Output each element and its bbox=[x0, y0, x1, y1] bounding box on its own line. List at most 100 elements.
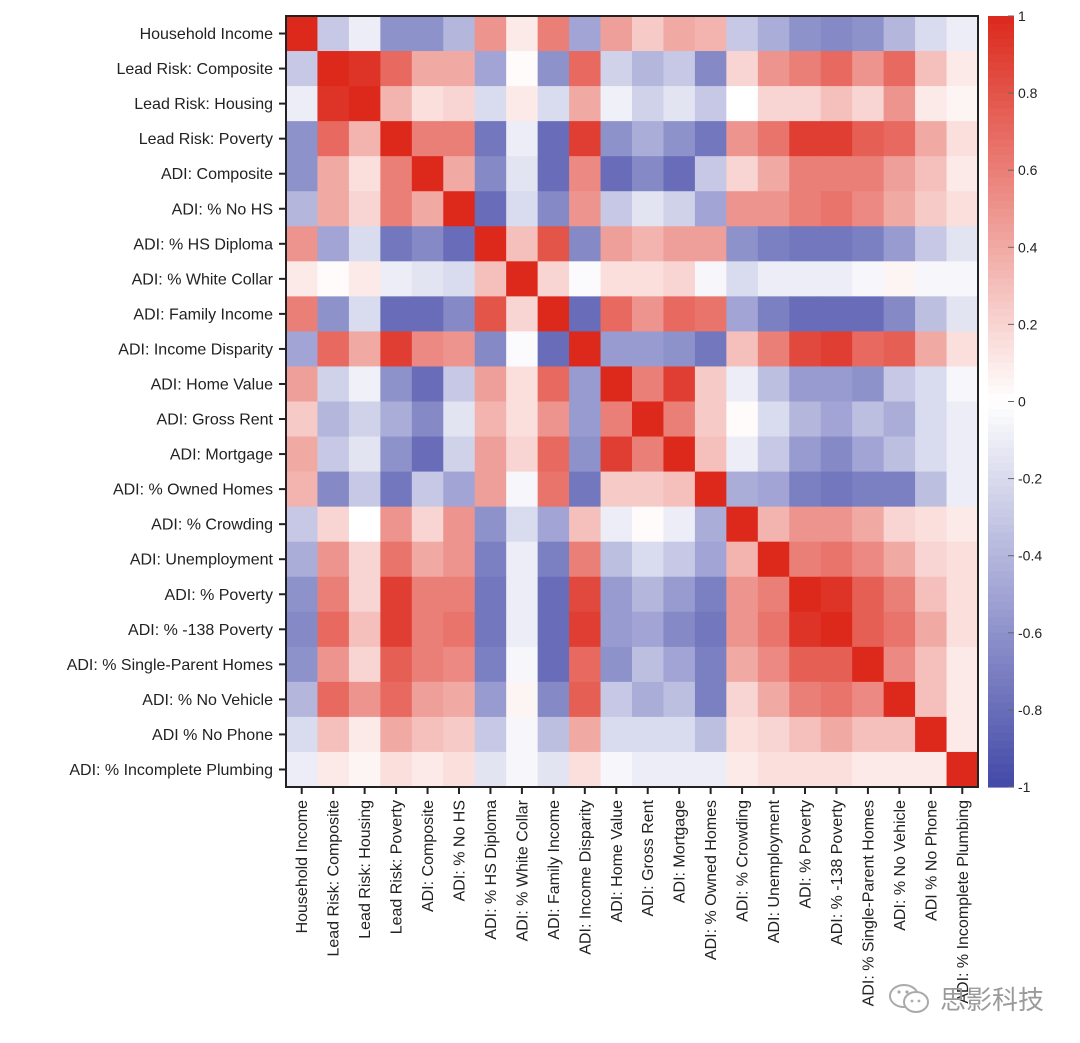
heatmap-cell bbox=[317, 471, 350, 508]
heatmap-cell bbox=[663, 611, 696, 648]
heatmap-cell bbox=[789, 51, 822, 87]
heatmap-cell bbox=[946, 611, 979, 648]
heatmap-cell bbox=[380, 191, 413, 227]
colorbar-segment bbox=[988, 594, 1014, 603]
heatmap-cell bbox=[852, 541, 885, 578]
colorbar-segment bbox=[988, 763, 1014, 773]
heatmap-cell bbox=[348, 541, 381, 578]
heatmap-cell bbox=[726, 366, 759, 403]
colorbar-segment bbox=[988, 393, 1014, 403]
colorbar-segment bbox=[988, 77, 1014, 86]
heatmap-cell bbox=[883, 576, 916, 613]
colorbar-segment bbox=[988, 416, 1014, 426]
heatmap-cell bbox=[537, 506, 570, 543]
heatmap-cell bbox=[694, 366, 727, 403]
heatmap-cell bbox=[348, 296, 381, 333]
heatmap-cell bbox=[348, 471, 381, 508]
heatmap-cell bbox=[757, 226, 790, 262]
heatmap-cell bbox=[537, 191, 570, 227]
colorbar-segment bbox=[988, 709, 1014, 719]
heatmap-cell bbox=[506, 121, 539, 157]
heatmap-cell bbox=[757, 436, 790, 473]
heatmap-cell bbox=[663, 366, 696, 403]
heatmap-cell bbox=[946, 331, 979, 368]
heatmap-cells bbox=[286, 16, 979, 788]
heatmap-cell bbox=[474, 226, 507, 262]
heatmap-cell bbox=[286, 576, 319, 613]
heatmap-cell bbox=[789, 576, 822, 613]
heatmap-cell bbox=[348, 121, 381, 157]
heatmap-cell bbox=[286, 226, 319, 262]
heatmap-cell bbox=[600, 751, 633, 788]
heatmap-cell bbox=[506, 611, 539, 648]
heatmap-cell bbox=[348, 226, 381, 262]
heatmap-cell bbox=[757, 366, 790, 403]
heatmap-cell bbox=[474, 156, 507, 192]
colorbar-segment bbox=[988, 154, 1014, 164]
heatmap-cell bbox=[380, 646, 413, 683]
colorbar-segment bbox=[988, 185, 1014, 194]
heatmap-cell bbox=[600, 191, 633, 227]
heatmap-cell bbox=[569, 16, 602, 52]
heatmap-cell bbox=[317, 751, 350, 788]
colorbar-segment bbox=[988, 62, 1014, 71]
heatmap-cell bbox=[852, 51, 885, 87]
heatmap-cell bbox=[694, 611, 727, 648]
heatmap-cell bbox=[757, 86, 790, 122]
heatmap-cell bbox=[946, 261, 979, 297]
heatmap-cell bbox=[380, 331, 413, 368]
heatmap-cell bbox=[286, 436, 319, 473]
wechat-icon bbox=[888, 983, 932, 1015]
heatmap-cell bbox=[348, 366, 381, 403]
heatmap-cell bbox=[569, 716, 602, 753]
heatmap-cell bbox=[726, 226, 759, 262]
heatmap-cell bbox=[380, 121, 413, 157]
heatmap-cell bbox=[286, 16, 319, 52]
heatmap-cell bbox=[915, 121, 948, 157]
y-tick-label: ADI: % Owned Homes bbox=[113, 482, 273, 499]
heatmap-cell bbox=[600, 611, 633, 648]
heatmap-cell bbox=[883, 366, 916, 403]
heatmap-cell bbox=[537, 716, 570, 753]
heatmap-cell bbox=[820, 226, 853, 262]
colorbar-segment bbox=[988, 517, 1014, 526]
heatmap-cell bbox=[411, 366, 444, 403]
colorbar-segment bbox=[988, 455, 1014, 464]
heatmap-cell bbox=[506, 751, 539, 788]
heatmap-cell bbox=[506, 436, 539, 473]
heatmap-cell bbox=[506, 86, 539, 122]
heatmap-cell bbox=[474, 471, 507, 508]
heatmap-cell bbox=[348, 611, 381, 648]
heatmap-cell bbox=[317, 366, 350, 403]
heatmap-cell bbox=[726, 156, 759, 192]
heatmap-cell bbox=[537, 401, 570, 438]
heatmap-cell bbox=[915, 471, 948, 508]
heatmap-cell bbox=[852, 681, 885, 718]
heatmap-cell bbox=[852, 436, 885, 473]
heatmap-cell bbox=[348, 576, 381, 613]
heatmap-cell bbox=[694, 331, 727, 368]
colorbar-segment bbox=[988, 740, 1014, 750]
heatmap-cell bbox=[694, 296, 727, 333]
heatmap-cell bbox=[820, 541, 853, 578]
heatmap-cell bbox=[506, 226, 539, 262]
heatmap-cell bbox=[506, 681, 539, 718]
x-tick-label: ADI: Composite bbox=[420, 800, 437, 912]
heatmap-cell bbox=[537, 156, 570, 192]
heatmap-cell bbox=[474, 331, 507, 368]
heatmap-cell bbox=[789, 261, 822, 297]
heatmap-cell bbox=[663, 261, 696, 297]
heatmap-cell bbox=[946, 226, 979, 262]
heatmap-cell bbox=[411, 506, 444, 543]
heatmap-cell bbox=[852, 121, 885, 157]
heatmap-cell bbox=[600, 471, 633, 508]
heatmap-cell bbox=[348, 436, 381, 473]
heatmap-cell bbox=[317, 261, 350, 297]
heatmap-cell bbox=[726, 86, 759, 122]
heatmap-cell bbox=[663, 436, 696, 473]
heatmap-cell bbox=[632, 121, 665, 157]
heatmap-cell bbox=[852, 576, 885, 613]
colorbar-segment bbox=[988, 370, 1014, 379]
heatmap-cell bbox=[474, 506, 507, 543]
heatmap-cell bbox=[632, 51, 665, 87]
